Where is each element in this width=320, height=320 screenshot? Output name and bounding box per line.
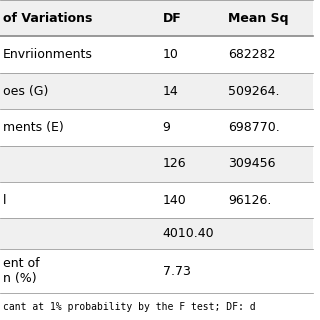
Text: 509264.: 509264.: [228, 84, 280, 98]
Text: cant at 1% probability by the F test; DF: d: cant at 1% probability by the F test; DF…: [3, 301, 256, 312]
Text: Envriionments: Envriionments: [3, 48, 93, 61]
Text: 126: 126: [163, 157, 186, 170]
Text: 140: 140: [163, 194, 187, 207]
Text: 682282: 682282: [228, 48, 276, 61]
Text: 14: 14: [163, 84, 179, 98]
Text: DF: DF: [163, 12, 181, 25]
Text: l: l: [3, 194, 7, 207]
Text: 4010.40: 4010.40: [163, 227, 214, 240]
Text: 9: 9: [163, 121, 171, 134]
Text: 309456: 309456: [228, 157, 276, 170]
Text: 7.73: 7.73: [163, 265, 191, 278]
Text: ments (E): ments (E): [3, 121, 64, 134]
Text: 698770.: 698770.: [228, 121, 280, 134]
Bar: [0, 146, 313, 182]
Bar: [0, 293, 313, 320]
Text: 10: 10: [163, 48, 179, 61]
Bar: [0, 109, 313, 146]
Bar: [0, 0, 313, 36]
Bar: [0, 36, 313, 73]
Text: ent of
n (%): ent of n (%): [3, 257, 40, 285]
Bar: [0, 249, 313, 293]
Text: oes (G): oes (G): [3, 84, 49, 98]
Text: 96126.: 96126.: [228, 194, 272, 207]
Bar: [0, 219, 313, 249]
Bar: [0, 73, 313, 109]
Text: Mean Sq: Mean Sq: [228, 12, 289, 25]
Text: of Variations: of Variations: [3, 12, 92, 25]
Bar: [0, 182, 313, 219]
